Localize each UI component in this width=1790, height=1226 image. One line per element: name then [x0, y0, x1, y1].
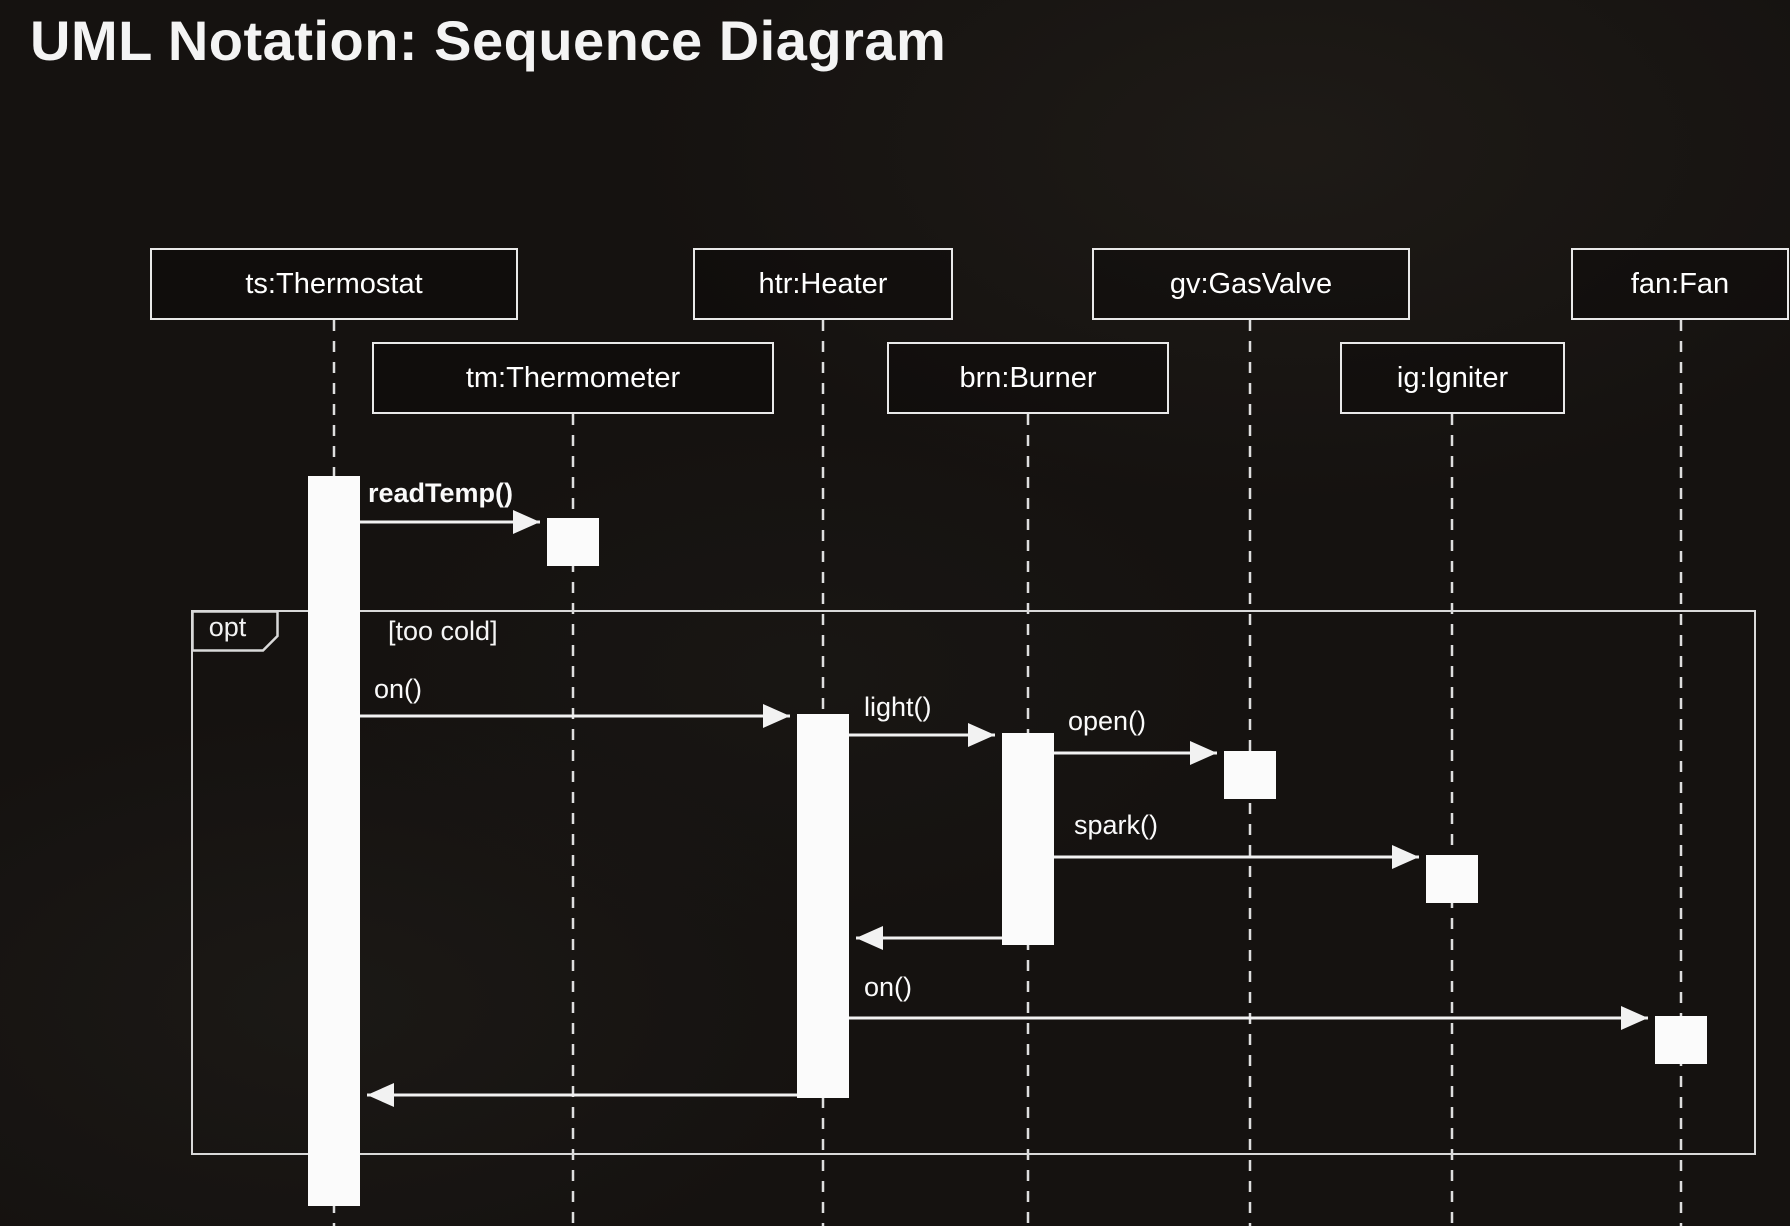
- slide-title: UML Notation: Sequence Diagram: [30, 9, 947, 72]
- opt-fragment-frame: opt: [190, 609, 1756, 1155]
- lifeline-name-fan: fan:Fan: [1630, 267, 1730, 300]
- lifeline-head-tm: tm:Thermometer: [372, 342, 774, 414]
- activation-fan: [1655, 1016, 1707, 1064]
- lifeline-head-ig: ig:Igniter: [1340, 342, 1565, 414]
- lifeline-name-brn: brn:Burner: [959, 361, 1097, 394]
- lifeline-head-htr: htr:Heater: [693, 248, 953, 320]
- pentagon-shape: [190, 609, 279, 652]
- message-label-open: open(): [1068, 706, 1147, 736]
- message-label-on-fan: on(): [864, 972, 913, 1002]
- lifeline-name-htr: htr:Heater: [758, 267, 888, 300]
- message-label-readtemp: readTemp(): [368, 478, 514, 508]
- lifeline-name-ts: ts:Thermostat: [245, 267, 423, 300]
- lifeline-name-ig: ig:Igniter: [1396, 361, 1509, 394]
- fragment-operator-pentagon: opt: [190, 609, 279, 652]
- lifeline-head-gv: gv:GasValve: [1092, 248, 1410, 320]
- activation-gv: [1224, 751, 1276, 799]
- activation-ig: [1426, 855, 1478, 903]
- activation-brn: [1002, 733, 1054, 945]
- fragment-guard-label: [too cold]: [388, 616, 498, 646]
- lifeline-name-tm: tm:Thermometer: [465, 361, 681, 394]
- activation-htr: [797, 714, 849, 1098]
- message-label-light: light(): [864, 692, 932, 722]
- activation-ts: [308, 476, 360, 1206]
- fragment-operator-label: opt: [208, 611, 247, 642]
- lifeline-name-gv: gv:GasValve: [1169, 267, 1333, 300]
- lifeline-head-fan: fan:Fan: [1571, 248, 1789, 320]
- lifeline-head-brn: brn:Burner: [887, 342, 1169, 414]
- activation-tm: [547, 518, 599, 566]
- message-label-on-heater: on(): [374, 674, 423, 704]
- message-label-spark: spark(): [1074, 810, 1159, 840]
- lifeline-head-ts: ts:Thermostat: [150, 248, 518, 320]
